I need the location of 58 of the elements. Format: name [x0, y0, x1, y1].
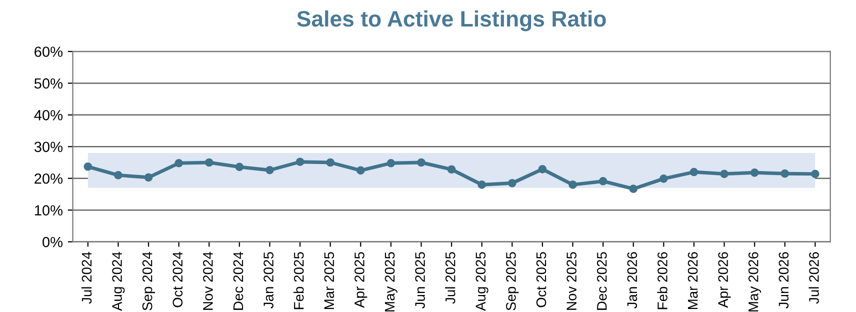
y-tick-label: 40%	[34, 110, 63, 120]
point	[84, 162, 92, 171]
x-tick-label: Feb 2025	[294, 252, 304, 310]
point	[811, 170, 820, 178]
x-tick-label: Nov 2024	[203, 252, 213, 310]
point	[690, 168, 698, 176]
x-tick-label: Jul 2026	[808, 252, 819, 304]
y-tick-label: 60%	[34, 46, 63, 57]
point	[235, 162, 244, 172]
x-tick-label: Jun 2026	[778, 252, 789, 308]
y-tick-label: 50%	[34, 78, 63, 89]
x-tick-label: Nov 2025	[566, 252, 576, 310]
point	[204, 158, 214, 167]
point	[326, 158, 334, 167]
point	[296, 158, 304, 166]
x-tick-label: Apr 2025	[354, 252, 368, 308]
point	[659, 174, 668, 183]
point	[266, 166, 274, 174]
x-tick-label: Aug 2024	[112, 252, 125, 311]
point	[629, 184, 638, 193]
point	[720, 170, 728, 178]
x-tick-label: Mar 2025	[324, 252, 334, 310]
x-tick-label: Jun 2025	[415, 252, 425, 308]
x-tick-label: Jul 2025	[445, 252, 456, 304]
x-tick-label: Sep 2025	[506, 252, 519, 310]
x-tick-label: Oct 2024	[172, 252, 183, 308]
x-tick-label: Jan 2026	[627, 252, 638, 308]
x-tick-label: Dec 2024	[233, 252, 244, 310]
point	[174, 158, 183, 168]
x-tick-label: Sep 2024	[142, 252, 155, 310]
x-tick-label: Jul 2024	[81, 252, 92, 304]
point	[417, 158, 426, 167]
x-tick-label: Jan 2025	[264, 252, 274, 308]
y-tick-label: 30%	[34, 142, 63, 152]
point	[114, 171, 122, 180]
point	[750, 168, 759, 177]
point	[780, 169, 790, 178]
x-tick-label: May 2025	[384, 252, 398, 312]
point	[568, 180, 577, 189]
point	[478, 180, 486, 189]
chart-title: Sales to Active Listings Ratio	[297, 10, 606, 32]
y-tick-label: 10%	[34, 205, 63, 216]
point	[356, 166, 365, 175]
x-tick-label: Feb 2026	[657, 252, 668, 310]
y-tick-label: 0%	[42, 236, 63, 248]
x-tick-label: Dec 2025	[596, 252, 607, 310]
x-tick-label: Aug 2025	[476, 252, 488, 311]
point	[144, 173, 153, 182]
x-tick-label: May 2026	[748, 252, 762, 312]
point	[508, 178, 516, 188]
point	[538, 164, 547, 174]
point	[386, 158, 396, 168]
point	[447, 165, 456, 174]
x-tick-label: Mar 2026	[688, 252, 698, 310]
y-tick-label: 20%	[34, 173, 63, 184]
point	[598, 177, 608, 186]
x-tick-label: Oct 2025	[536, 252, 546, 308]
x-tick-label: Apr 2026	[718, 252, 731, 308]
